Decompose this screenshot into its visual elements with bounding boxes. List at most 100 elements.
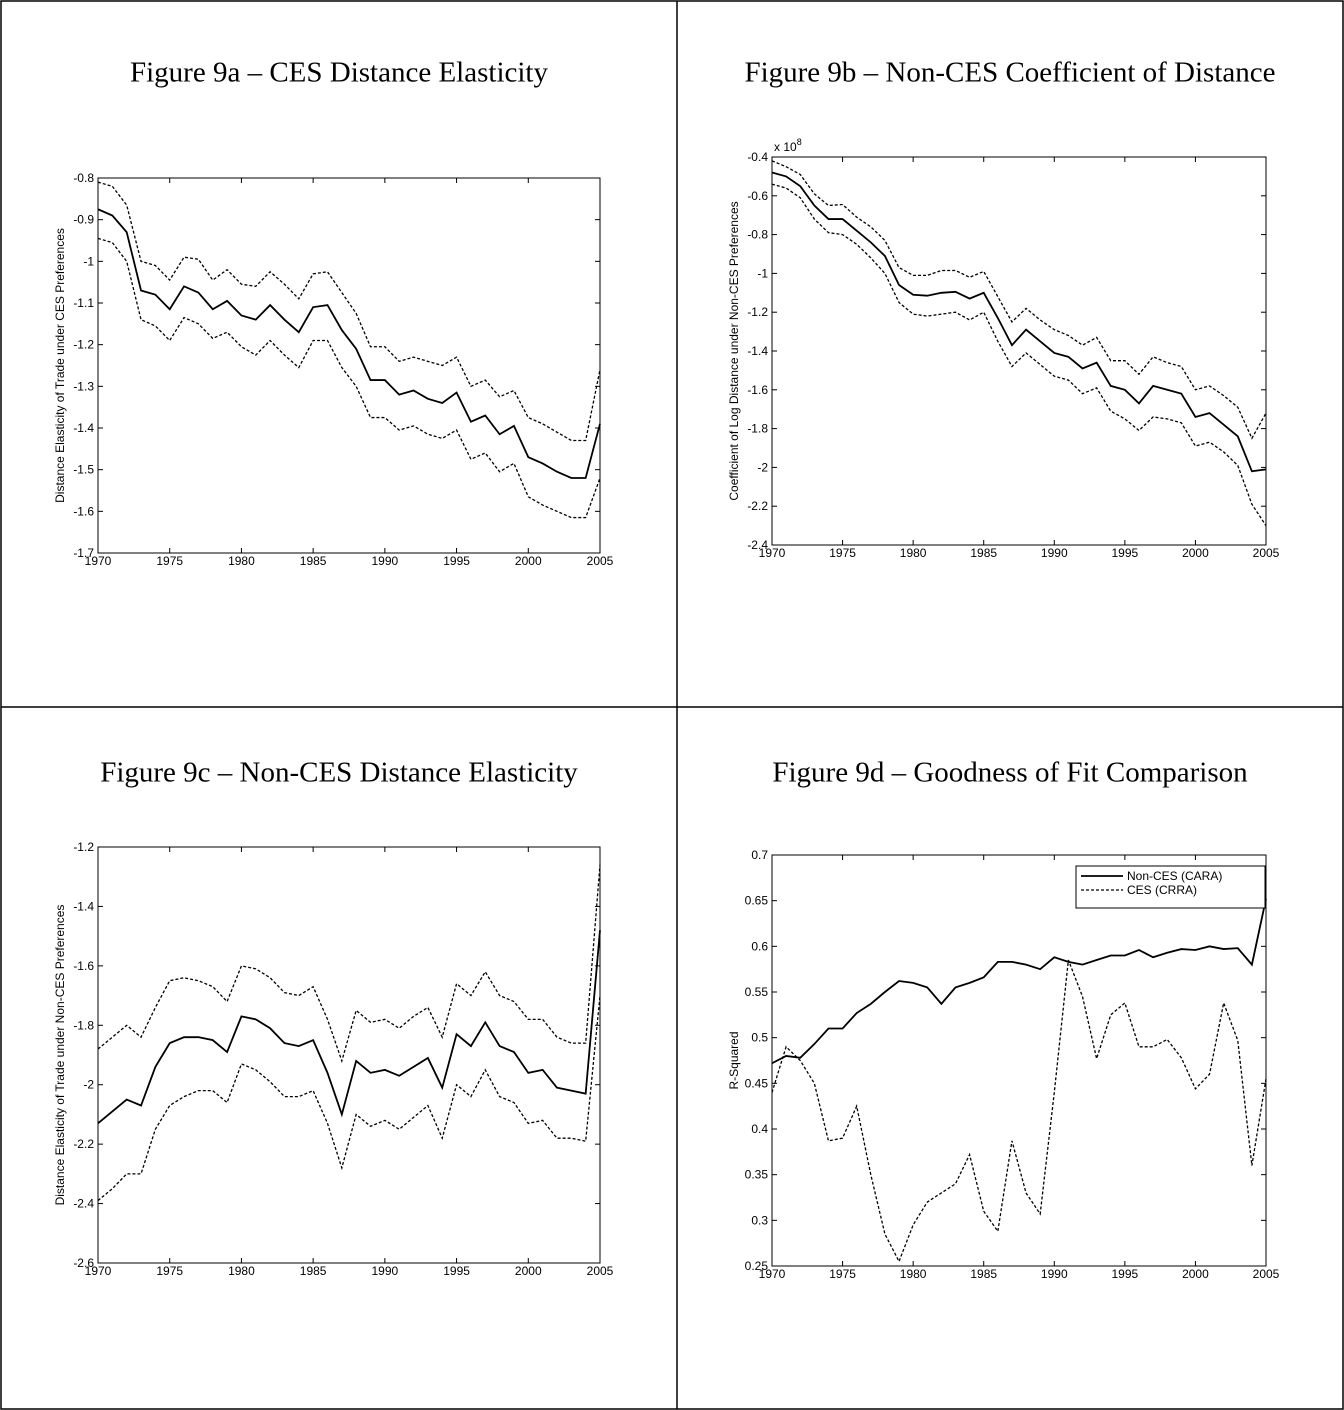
plot-area [97,177,601,554]
y-tick-label: -2.4 [747,538,768,552]
y-tick-label: -2 [83,1078,94,1092]
x-tick-label: 2005 [587,1264,614,1278]
y-tick-label: -2.2 [747,499,768,513]
y-axis-label: Coefficient of Log Distance under Non-CE… [727,201,741,500]
multiplier-base: x 10 [774,140,797,154]
x-tick-label: 1985 [300,1264,327,1278]
y-tick-label: -1.2 [747,305,768,319]
x-tick-label: 1970 [85,1264,112,1278]
x-tick-label: 1990 [1041,546,1068,560]
data-line [97,237,601,519]
y-tick-label: 0.7 [751,848,768,862]
y-tick-label: -2.2 [73,1137,94,1151]
legend-label: Non-CES (CARA) [1127,869,1222,883]
y-tick-label: -0.6 [747,189,768,203]
legend-box [1075,865,1266,909]
x-tick-label: 1990 [372,1264,399,1278]
y-tick-label: 0.65 [745,894,769,908]
x-tick-label: 1980 [228,554,255,568]
data-line [771,959,1267,1264]
y-tick-label: 0.3 [751,1213,768,1227]
chart-title: Figure 9c – Non-CES Distance Elasticity [100,757,578,789]
y-tick-label: -2.6 [73,1256,94,1270]
y-axis-label: Distance Elasticity of Trade under Non-C… [53,905,67,1206]
x-tick-label: 1975 [156,554,183,568]
legend-label: CES (CRRA) [1127,883,1197,897]
x-tick-label: 2005 [587,554,614,568]
x-tick-label: 1975 [829,1267,856,1281]
x-tick-label: 1990 [372,554,399,568]
y-tick-label: -1.6 [73,959,94,973]
y-tick-label: -1.6 [73,504,94,518]
x-tick-label: 1985 [970,546,997,560]
x-tick-label: 1980 [228,1264,255,1278]
y-tick-label: 0.25 [745,1259,769,1273]
data-line [97,930,601,1125]
y-tick-label: -1 [83,254,94,268]
y-tick-label: -0.8 [73,171,94,185]
y-tick-label: -1.7 [73,546,94,560]
y-tick-label: -1.6 [747,383,768,397]
data-line [771,183,1267,526]
plot-area [771,156,1267,546]
y-tick-label: -1.2 [73,840,94,854]
y-tick-label: -1.4 [73,899,94,913]
x-tick-label: 1980 [900,1267,927,1281]
x-tick-label: 1970 [759,546,786,560]
y-tick-label: -0.4 [747,150,768,164]
data-line [97,181,601,442]
y-tick-label: -1.2 [73,338,94,352]
x-tick-label: 2000 [515,554,542,568]
data-line [97,995,601,1202]
x-tick-label: 1995 [1112,1267,1139,1281]
y-tick-label: -2.4 [73,1197,94,1211]
axis-multiplier: x 108 [774,137,802,154]
chart-title: Figure 9d – Goodness of Fit Comparison [772,757,1248,789]
x-tick-label: 1995 [443,554,470,568]
x-tick-label: 1975 [156,1264,183,1278]
y-tick-label: -1 [757,266,768,280]
y-tick-label: -2 [757,460,768,474]
data-line [771,898,1267,1065]
chart-title: Figure 9b – Non-CES Coefficient of Dista… [744,57,1275,89]
data-line [97,864,601,1064]
chart-title: Figure 9a – CES Distance Elasticity [130,57,549,89]
y-axis-label: R-Squared [727,1031,741,1089]
y-tick-label: -0.9 [73,213,94,227]
y-tick-label: 0.45 [745,1076,769,1090]
y-tick-label: -1.4 [747,344,768,358]
y-tick-label: -1.5 [73,463,94,477]
plot-area [771,854,1267,1267]
x-tick-label: 1995 [1112,546,1139,560]
x-tick-label: 1990 [1041,1267,1068,1281]
x-tick-label: 1970 [759,1267,786,1281]
data-line [97,208,601,479]
x-tick-label: 2000 [1182,546,1209,560]
x-tick-label: 2000 [1182,1267,1209,1281]
y-tick-label: -0.8 [747,228,768,242]
y-tick-label: -1.3 [73,379,94,393]
y-tick-label: 0.55 [745,985,769,999]
y-tick-label: 0.6 [751,939,768,953]
x-tick-label: 1980 [900,546,927,560]
y-tick-label: -1.8 [73,1018,94,1032]
x-tick-label: 2000 [515,1264,542,1278]
y-axis-label: Distance Elasticity of Trade under CES P… [53,228,67,503]
x-tick-label: 1970 [85,554,112,568]
y-tick-label: -1.4 [73,421,94,435]
multiplier-exponent: 8 [797,137,802,147]
data-line [771,160,1267,440]
y-tick-label: -1.8 [747,422,768,436]
x-tick-label: 1995 [443,1264,470,1278]
y-tick-label: 0.4 [751,1122,768,1136]
x-tick-label: 2005 [1253,1267,1280,1281]
x-tick-label: 1985 [970,1267,997,1281]
y-tick-label: -1.1 [73,296,94,310]
x-tick-label: 1975 [829,546,856,560]
data-line [771,171,1267,473]
x-tick-label: 1985 [300,554,327,568]
x-tick-label: 2005 [1253,546,1280,560]
plot-area [97,846,601,1264]
